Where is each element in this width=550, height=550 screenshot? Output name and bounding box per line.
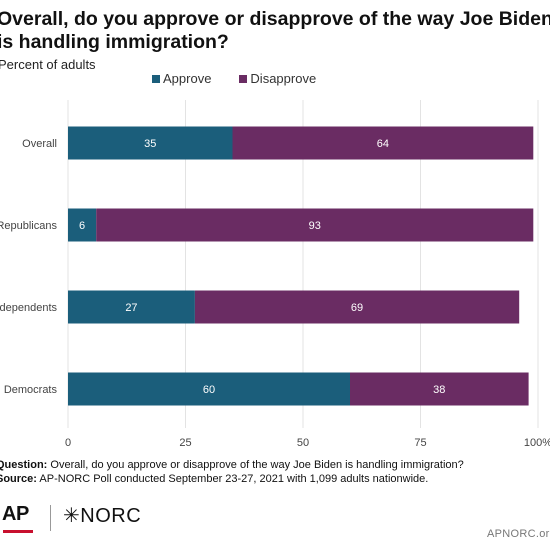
legend-label-disapprove: Disapprove [250, 71, 317, 86]
data-label-approve: 27 [125, 302, 137, 314]
data-label-approve: 60 [203, 384, 215, 396]
category-label: Independents [0, 302, 57, 314]
bar-approve [68, 290, 195, 324]
x-tick-label: 0 [65, 437, 71, 449]
x-tick-label: 50 [297, 437, 309, 449]
data-label-approve: 6 [79, 220, 85, 232]
legend-swatch-disapprove [239, 74, 248, 83]
bar-disapprove [96, 208, 534, 242]
bar-chart: 0 25 50 75 100% Overall 35 64 Republicans 6 93 Inde… [0, 100, 550, 449]
x-tick-label: 100% [524, 437, 550, 449]
bar-disapprove [232, 126, 534, 160]
bar-disapprove [350, 372, 529, 406]
bar-disapprove [194, 290, 520, 324]
source-text: AP-NORC Poll conducted September 23-27, … [39, 472, 429, 485]
source-note: Source: AP-NORC Poll conducted September… [0, 473, 464, 487]
data-label-disapprove: 38 [433, 384, 445, 396]
category-label: Overall [22, 138, 57, 150]
logo-divider [50, 505, 51, 531]
bar-approve [68, 372, 350, 406]
legend-item-approve: Approve [152, 71, 211, 86]
x-tick-label: 25 [179, 437, 191, 449]
bar-approve [68, 126, 233, 160]
question-note: Question: Overall, do you approve or dis… [0, 459, 464, 473]
site-link[interactable]: APNORC.org [487, 528, 550, 540]
ap-logo: AP [2, 503, 29, 525]
norc-logo: ✳NORC [63, 505, 142, 527]
legend-label-approve: Approve [163, 71, 212, 86]
chart-title: Overall, do you approve or disapprove of… [0, 8, 550, 53]
source-label: Source: [0, 472, 37, 485]
category-label: Democrats [4, 384, 58, 396]
data-label-disapprove: 64 [377, 138, 389, 150]
data-label-disapprove: 69 [351, 302, 363, 314]
bar-approve [68, 208, 97, 242]
legend-item-disapprove: Disapprove [239, 71, 316, 86]
data-label-approve: 35 [144, 138, 156, 150]
data-label-disapprove: 93 [309, 220, 321, 232]
question-text: Overall, do you approve or disapprove of… [50, 459, 464, 471]
legend-swatch-approve [152, 74, 160, 83]
legend: Approve Disapprove [152, 71, 316, 86]
x-tick-label: 75 [414, 437, 426, 449]
question-label: Question: [0, 459, 48, 471]
category-label: Republicans [0, 220, 57, 232]
chart-notes: Question: Overall, do you approve or dis… [0, 459, 464, 486]
chart-subtitle: Percent of adults [0, 57, 96, 72]
ap-logo-underline [3, 530, 33, 533]
